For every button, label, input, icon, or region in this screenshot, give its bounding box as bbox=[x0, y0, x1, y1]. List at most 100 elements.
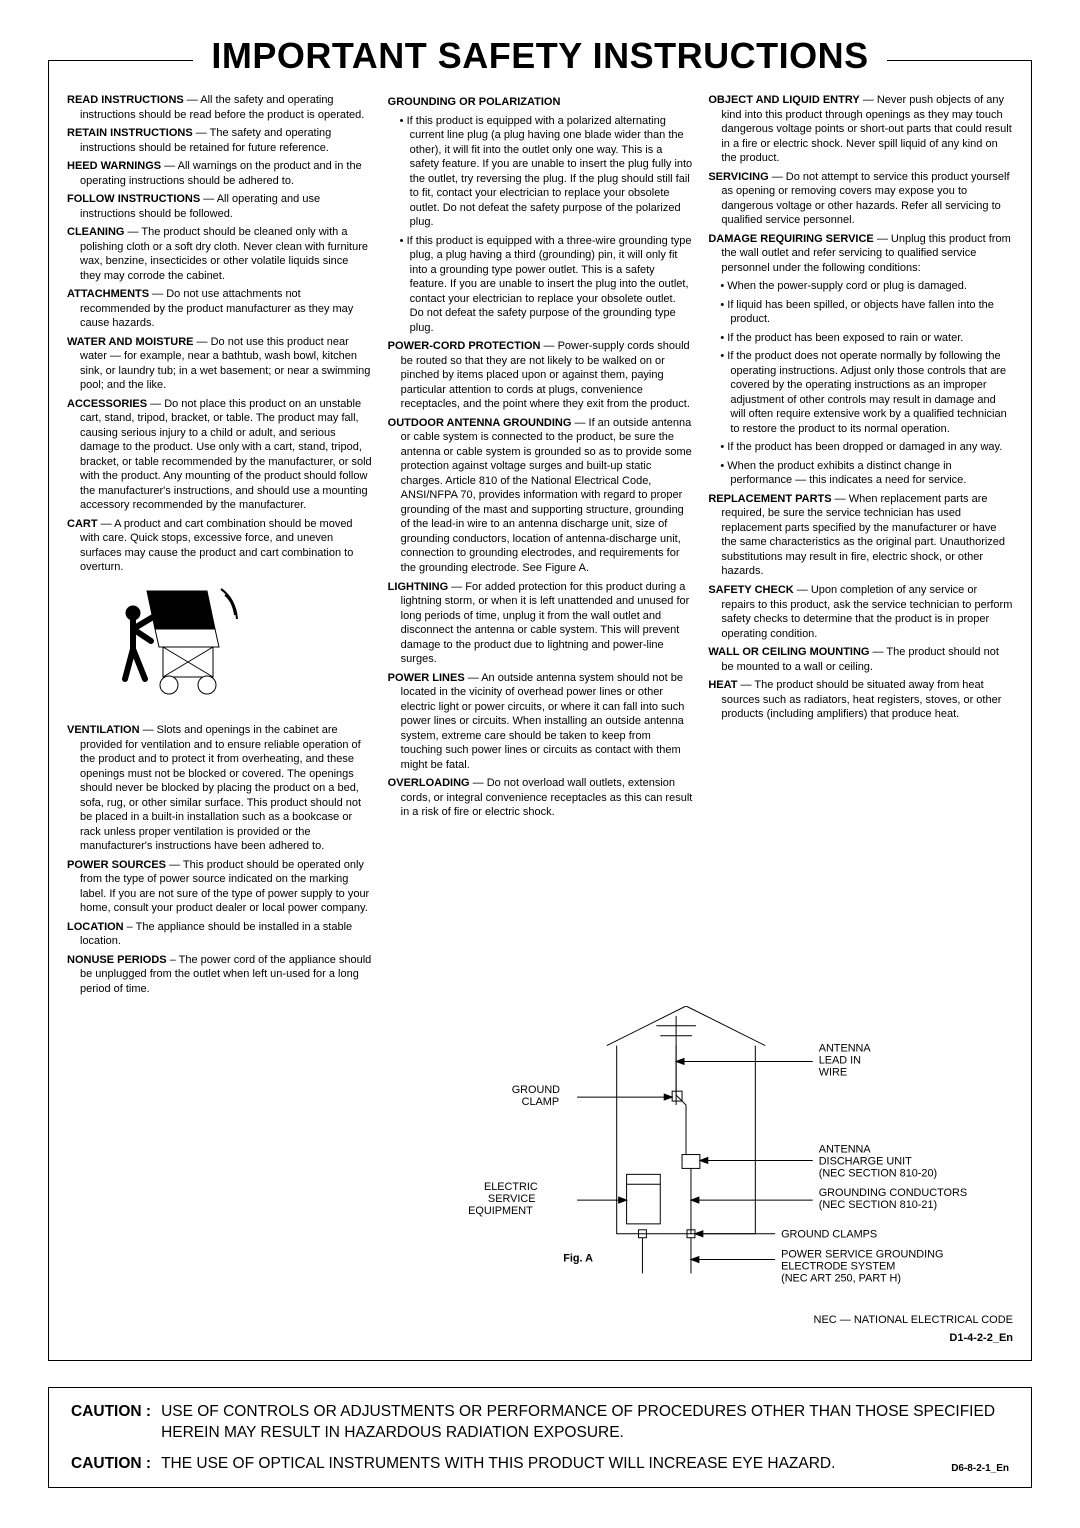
svg-text:WIRE: WIRE bbox=[819, 1067, 847, 1079]
item-term: LIGHTNING bbox=[388, 581, 449, 593]
item-body: — When replacement parts are required, b… bbox=[721, 493, 1005, 578]
item-term: ATTACHMENTS bbox=[67, 288, 149, 300]
item-body: — The product should be situated away fr… bbox=[721, 679, 1001, 720]
svg-text:DISCHARGE UNIT: DISCHARGE UNIT bbox=[819, 1156, 912, 1168]
grounding-bullet-1: If this product is equipped with a polar… bbox=[388, 114, 693, 230]
svg-text:GROUND CLAMPS: GROUND CLAMPS bbox=[781, 1229, 877, 1241]
list-item: POWER SOURCES — This product should be o… bbox=[67, 858, 372, 916]
item-body: — Slots and openings in the cabinet are … bbox=[80, 724, 361, 852]
svg-text:(NEC ART 250, PART H): (NEC ART 250, PART H) bbox=[781, 1273, 901, 1285]
item-term: READ INSTRUCTIONS bbox=[67, 94, 184, 106]
column-1: READ INSTRUCTIONS — All the safety and o… bbox=[67, 93, 372, 1000]
caution-label-2: CAUTION : bbox=[71, 1454, 151, 1475]
item-term: REPLACEMENT PARTS bbox=[708, 493, 831, 505]
svg-text:SERVICE: SERVICE bbox=[488, 1193, 536, 1205]
list-item: READ INSTRUCTIONS — All the safety and o… bbox=[67, 93, 372, 122]
list-item: WALL OR CEILING MOUNTING — The product s… bbox=[708, 645, 1013, 674]
svg-text:Fig. A: Fig. A bbox=[563, 1253, 593, 1265]
cart-tip-icon bbox=[119, 583, 243, 713]
column-3: OBJECT AND LIQUID ENTRY — Never push obj… bbox=[708, 93, 1013, 1000]
list-item: FOLLOW INSTRUCTIONS — All operating and … bbox=[67, 192, 372, 221]
item-body: — Do not place this product on an unstab… bbox=[80, 398, 372, 512]
title-wrap: IMPORTANT SAFETY INSTRUCTIONS bbox=[49, 35, 1031, 77]
grounding-heading: GROUNDING OR POLARIZATION bbox=[388, 95, 693, 110]
item-term: LOCATION bbox=[67, 921, 124, 933]
svg-text:(NEC SECTION 810-21): (NEC SECTION 810-21) bbox=[819, 1199, 937, 1211]
list-item: OUTDOOR ANTENNA GROUNDING — If an outsid… bbox=[388, 416, 693, 576]
list-item: CART — A product and cart combination sh… bbox=[67, 517, 372, 575]
svg-text:ANTENNA: ANTENNA bbox=[819, 1043, 872, 1055]
figure-a: ANTENNALEAD INWIRE GROUNDCLAMP ANTENNADI… bbox=[379, 1006, 1013, 1344]
svg-text:(NEC SECTION 810-20): (NEC SECTION 810-20) bbox=[819, 1168, 937, 1180]
item-term: OBJECT AND LIQUID ENTRY bbox=[708, 94, 859, 106]
list-item: POWER-CORD PROTECTION — Power-supply cor… bbox=[388, 339, 693, 412]
item-term: RETAIN INSTRUCTIONS bbox=[67, 127, 193, 139]
column-2: GROUNDING OR POLARIZATION If this produc… bbox=[388, 93, 693, 1000]
item-body: — For added protection for this product … bbox=[401, 581, 690, 666]
svg-text:ELECTRIC: ELECTRIC bbox=[484, 1181, 538, 1193]
damage-item: DAMAGE REQUIRING SERVICE — Unplug this p… bbox=[708, 232, 1013, 276]
safety-box: IMPORTANT SAFETY INSTRUCTIONS READ INSTR… bbox=[48, 60, 1032, 1361]
svg-text:EQUIPMENT: EQUIPMENT bbox=[468, 1205, 533, 1217]
item-term: ACCESSORIES bbox=[67, 398, 147, 410]
caution-label-1: CAUTION : bbox=[71, 1402, 151, 1444]
grounding-bullet-2: If this product is equipped with a three… bbox=[388, 234, 693, 336]
list-item: SERVICING — Do not attempt to service th… bbox=[708, 170, 1013, 228]
item-body: — If an outside antenna or cable system … bbox=[401, 417, 692, 574]
doc-code: D1-4-2-2_En bbox=[379, 1332, 1013, 1344]
item-body: — An outside antenna system should not b… bbox=[401, 672, 685, 771]
list-item: OBJECT AND LIQUID ENTRY — Never push obj… bbox=[708, 93, 1013, 166]
item-body: — The product should be cleaned only wit… bbox=[80, 226, 368, 282]
item-term: POWER LINES bbox=[388, 672, 465, 684]
list-item: HEAT — The product should be situated aw… bbox=[708, 678, 1013, 722]
caution-text-2: THE USE OF OPTICAL INSTRUMENTS WITH THIS… bbox=[161, 1454, 935, 1475]
svg-text:POWER SERVICE GROUNDING: POWER SERVICE GROUNDING bbox=[781, 1249, 943, 1261]
item-term: WATER AND MOISTURE bbox=[67, 336, 194, 348]
svg-text:CLAMP: CLAMP bbox=[522, 1096, 559, 1108]
caution-text-1: USE OF CONTROLS OR ADJUSTMENTS OR PERFOR… bbox=[161, 1402, 1009, 1444]
item-term: VENTILATION bbox=[67, 724, 140, 736]
damage-term: DAMAGE REQUIRING SERVICE bbox=[708, 233, 873, 245]
item-term: WALL OR CEILING MOUNTING bbox=[708, 646, 869, 658]
svg-text:ELECTRODE SYSTEM: ELECTRODE SYSTEM bbox=[781, 1261, 895, 1273]
svg-text:GROUNDING CONDUCTORS: GROUNDING CONDUCTORS bbox=[819, 1187, 967, 1199]
list-item: CLEANING — The product should be cleaned… bbox=[67, 225, 372, 283]
item-body: — A product and cart combination should … bbox=[80, 518, 353, 574]
list-item: OVERLOADING — Do not overload wall outle… bbox=[388, 776, 693, 820]
list-item: POWER LINES — An outside antenna system … bbox=[388, 671, 693, 773]
list-item: SAFETY CHECK — Upon completion of any se… bbox=[708, 583, 1013, 641]
damage-bullet: If the product does not operate normally… bbox=[708, 349, 1013, 436]
list-item: REPLACEMENT PARTS — When replacement par… bbox=[708, 492, 1013, 579]
item-term: OUTDOOR ANTENNA GROUNDING bbox=[388, 417, 572, 429]
damage-bullet: If liquid has been spilled, or objects h… bbox=[708, 298, 1013, 327]
caution-code: D6-8-2-1_En bbox=[951, 1462, 1009, 1476]
list-item: LOCATION – The appliance should be insta… bbox=[67, 920, 372, 949]
svg-text:ANTENNA: ANTENNA bbox=[819, 1144, 872, 1156]
damage-bullet: If the product has been exposed to rain … bbox=[708, 331, 1013, 346]
list-item: WATER AND MOISTURE — Do not use this pro… bbox=[67, 335, 372, 393]
svg-text:LEAD IN: LEAD IN bbox=[819, 1055, 861, 1067]
item-term: HEED WARNINGS bbox=[67, 160, 161, 172]
item-term: FOLLOW INSTRUCTIONS bbox=[67, 193, 200, 205]
list-item: VENTILATION — Slots and openings in the … bbox=[67, 723, 372, 854]
item-term: CLEANING bbox=[67, 226, 124, 238]
item-term: HEAT bbox=[708, 679, 737, 691]
item-term: POWER SOURCES bbox=[67, 859, 166, 871]
caution-box: CAUTION : USE OF CONTROLS OR ADJUSTMENTS… bbox=[48, 1387, 1032, 1488]
svg-text:GROUND: GROUND bbox=[512, 1084, 560, 1096]
list-item: ATTACHMENTS — Do not use attachments not… bbox=[67, 287, 372, 331]
item-term: SERVICING bbox=[708, 171, 768, 183]
page-title: IMPORTANT SAFETY INSTRUCTIONS bbox=[193, 35, 886, 77]
list-item: RETAIN INSTRUCTIONS — The safety and ope… bbox=[67, 126, 372, 155]
list-item: NONUSE PERIODS – The power cord of the a… bbox=[67, 953, 372, 997]
list-item: LIGHTNING — For added protection for thi… bbox=[388, 580, 693, 667]
item-term: POWER-CORD PROTECTION bbox=[388, 340, 541, 352]
damage-bullet: If the product has been dropped or damag… bbox=[708, 440, 1013, 455]
item-term: SAFETY CHECK bbox=[708, 584, 793, 596]
damage-bullet: When the product exhibits a distinct cha… bbox=[708, 459, 1013, 488]
item-term: OVERLOADING bbox=[388, 777, 470, 789]
columns: READ INSTRUCTIONS — All the safety and o… bbox=[67, 93, 1013, 1000]
list-item: HEED WARNINGS — All warnings on the prod… bbox=[67, 159, 372, 188]
item-term: NONUSE PERIODS bbox=[67, 954, 167, 966]
item-term: CART bbox=[67, 518, 98, 530]
